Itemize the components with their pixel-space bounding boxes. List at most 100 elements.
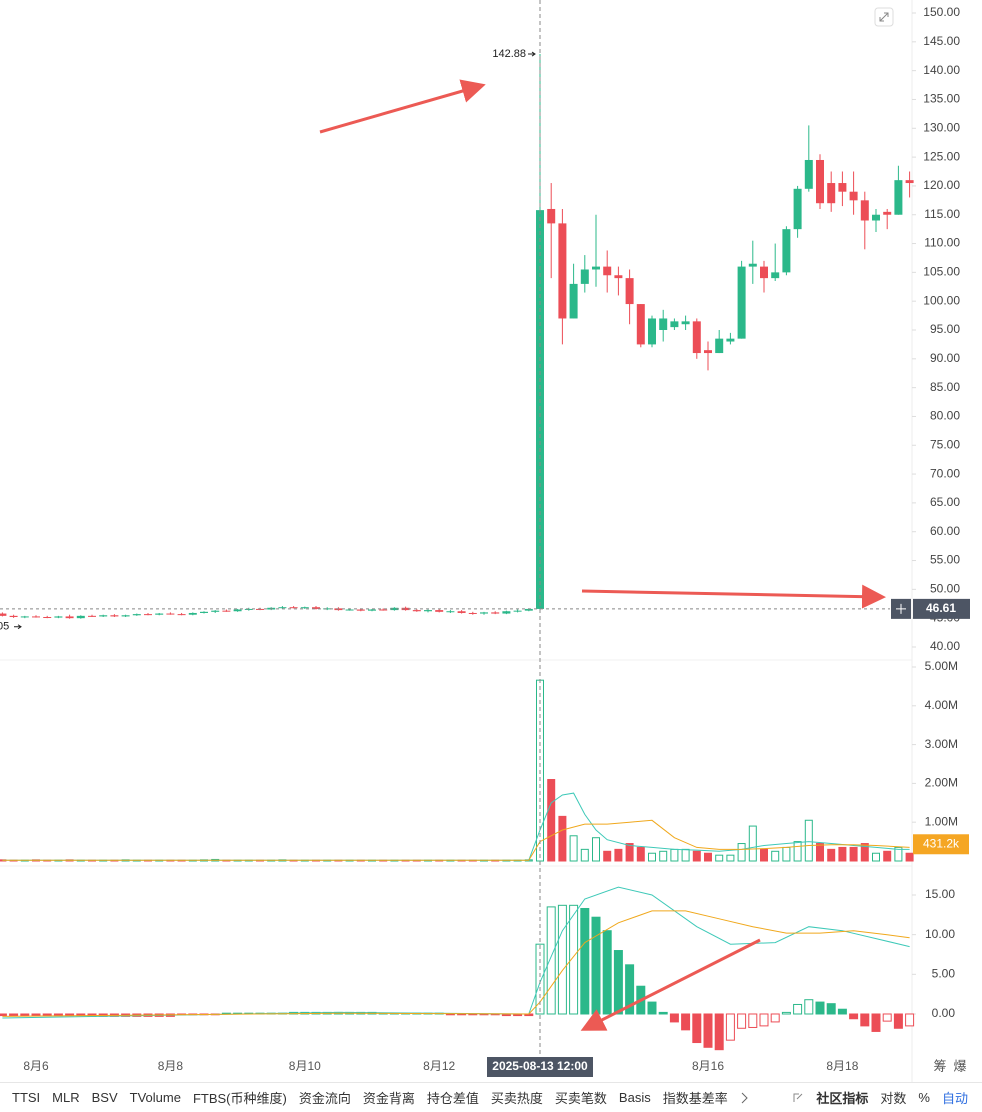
- y-tick-label: 10.00: [925, 927, 955, 941]
- volume-bar: [726, 854, 735, 862]
- candle-body: [849, 191, 858, 201]
- indicator-line: [2, 910, 910, 1017]
- volume-bar: [748, 825, 757, 862]
- indicator-tab[interactable]: TTSI: [12, 1090, 41, 1105]
- candle-body: [368, 609, 376, 611]
- candle-body: [244, 608, 253, 610]
- volume-bar: [782, 846, 791, 862]
- candle-body: [88, 615, 96, 617]
- candle-body: [401, 607, 410, 611]
- indicator-tab[interactable]: 指数基差率: [662, 1091, 728, 1106]
- volume-bar: [816, 843, 824, 862]
- candle-body: [312, 607, 320, 609]
- y-tick-label: 110.00: [924, 236, 960, 250]
- candle-body: [20, 616, 29, 618]
- volume-bar: [592, 837, 600, 862]
- volume-bar: [558, 815, 567, 862]
- volume-bar: [692, 850, 701, 862]
- toolbar-option[interactable]: 社区指标: [816, 1091, 869, 1106]
- indicator-tab[interactable]: Basis: [618, 1090, 651, 1105]
- indicator-tab[interactable]: 买卖笔数: [554, 1091, 607, 1106]
- candle-body: [760, 266, 768, 279]
- candle-body: [412, 610, 421, 612]
- edit-icon[interactable]: [792, 1092, 804, 1104]
- candle-body: [188, 612, 197, 615]
- y-tick-label: 70.00: [930, 466, 960, 480]
- volume-current-label: 431.2k: [923, 836, 960, 850]
- macd-bar: [557, 904, 567, 1015]
- macd-bar: [893, 1013, 903, 1029]
- y-tick-label: 90.00: [930, 351, 960, 365]
- candle-body: [838, 183, 847, 192]
- side-label: 筹: [933, 1058, 946, 1073]
- x-tick-label: 8月18: [826, 1059, 858, 1073]
- volume-bar: [771, 850, 780, 862]
- chart: 150.00 145.00 140.00 135.00 130.00 125.00 120.…: [0, 0, 970, 1082]
- macd-bar: [658, 1011, 668, 1015]
- indicator-tab[interactable]: FTBS(币种维度): [192, 1091, 287, 1106]
- y-tick-label: 140.00: [923, 63, 960, 77]
- macd-bar: [613, 950, 623, 1015]
- candle-body: [726, 338, 735, 342]
- toolbar-option[interactable]: 对数: [880, 1091, 907, 1106]
- candle-body: [547, 208, 556, 224]
- macd-bar: [737, 1013, 747, 1029]
- candle-body: [65, 616, 74, 619]
- candle-body: [457, 611, 466, 613]
- macd-bar: [53, 1013, 63, 1017]
- toolbar-option[interactable]: 自动: [941, 1091, 968, 1106]
- y-tick-label: 105.00: [923, 265, 960, 279]
- y-tick-label: 85.00: [930, 380, 960, 394]
- indicator-tab[interactable]: TVolume: [129, 1090, 181, 1105]
- volume-bar: [704, 852, 712, 862]
- macd-bar: [815, 1001, 825, 1015]
- candle-body: [256, 608, 264, 610]
- macd-bar: [9, 1013, 19, 1017]
- y-tick-label: 3.00M: [925, 737, 958, 751]
- candle-body: [558, 223, 567, 319]
- macd-bar: [692, 1013, 702, 1044]
- volume-bar: [670, 848, 679, 862]
- candle-body: [883, 211, 892, 215]
- volume-bar: [872, 852, 880, 862]
- candle-body: [580, 269, 589, 284]
- macd-bar: [569, 904, 579, 1015]
- candle-body: [648, 318, 656, 345]
- indicator-tab[interactable]: MLR: [52, 1090, 80, 1105]
- x-tick-label: 8月8: [158, 1059, 184, 1073]
- current-price-label: 46.61: [926, 601, 956, 615]
- indicator-tab[interactable]: 买卖热度: [490, 1091, 543, 1106]
- y-tick-label: 135.00: [923, 92, 960, 106]
- low-arrow: [14, 624, 22, 630]
- candle-body: [390, 607, 399, 611]
- candle-body: [99, 615, 108, 617]
- candle-body: [603, 266, 612, 276]
- indicator-tab[interactable]: 资金流向: [298, 1091, 351, 1106]
- candle-body: [670, 321, 679, 328]
- y-tick-label: 15.00: [925, 887, 955, 901]
- y-tick-label: 145.00: [923, 34, 960, 48]
- macd-bar: [725, 1013, 735, 1041]
- indicator-tab[interactable]: 持仓差值: [426, 1091, 479, 1106]
- candle-body: [860, 200, 869, 221]
- candle-body: [625, 278, 634, 305]
- candle-body: [0, 613, 7, 616]
- high-label: 142.88: [492, 48, 526, 60]
- x-tick-label: 8月6: [23, 1059, 49, 1073]
- macd-bar: [714, 1013, 724, 1051]
- indicator-tab[interactable]: BSV: [91, 1090, 118, 1105]
- candle-body: [636, 304, 645, 345]
- y-tick-label: 5.00: [932, 966, 956, 980]
- candle-body: [43, 617, 52, 619]
- candle-body: [502, 611, 511, 614]
- x-tick-label: 8月16: [692, 1059, 724, 1073]
- volume-bar: [715, 854, 724, 862]
- macd-bar: [860, 1013, 870, 1027]
- macd-bar: [871, 1013, 881, 1032]
- volume-bar: [883, 850, 892, 862]
- macd-bar: [546, 906, 556, 1015]
- indicator-tab[interactable]: 资金背离: [362, 1091, 415, 1106]
- indicator-line: [2, 792, 910, 861]
- more-chevron[interactable]: [738, 1091, 752, 1105]
- toolbar-option[interactable]: %: [918, 1090, 930, 1105]
